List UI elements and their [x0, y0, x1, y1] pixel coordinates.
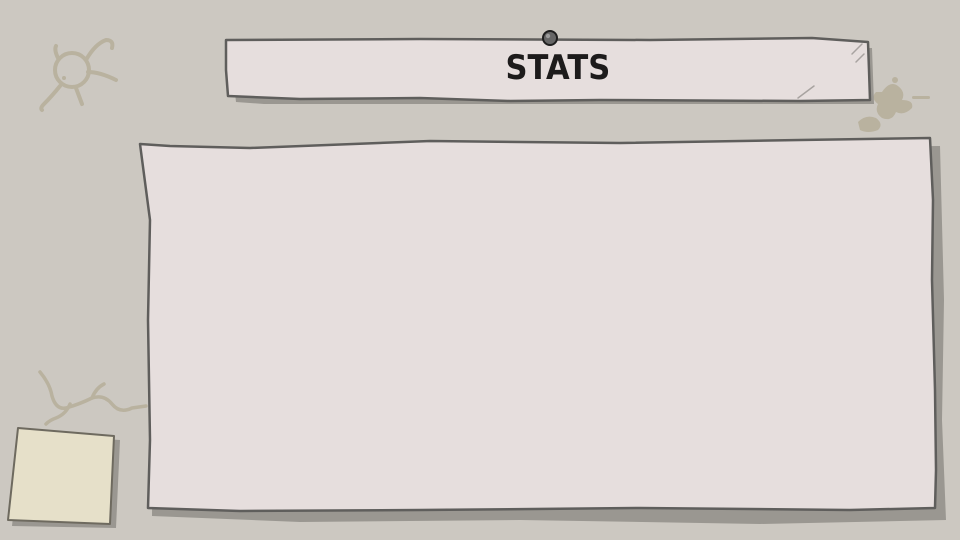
- title-banner: [224, 36, 872, 103]
- squiggle-doodle-icon: [38, 370, 148, 426]
- page-title: STATS: [505, 48, 611, 88]
- banner-scratch-marks: [797, 43, 865, 99]
- sticky-note: [7, 427, 115, 525]
- pushpin-icon: [542, 30, 558, 46]
- stats-list: [160, 160, 920, 500]
- splat-doodle-icon: [858, 77, 930, 132]
- stats-panel: [138, 136, 938, 513]
- stick-figure-doodle-icon: [39, 38, 118, 112]
